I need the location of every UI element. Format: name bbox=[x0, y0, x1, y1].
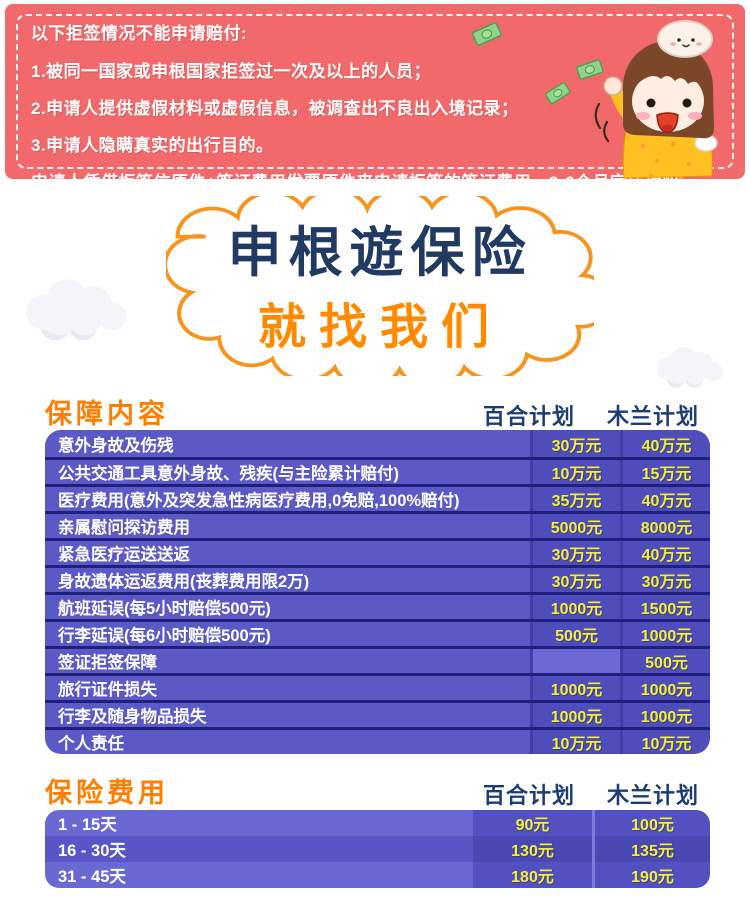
benefit-label: 意外身故及伤残 bbox=[45, 430, 530, 457]
benefit-value-plan2: 40万元 bbox=[620, 430, 710, 457]
benefit-value-plan1: 1000元 bbox=[530, 676, 620, 700]
benefits-header: 保障内容 百合计划 木兰计划 bbox=[45, 392, 710, 431]
price-duration-label: 31 - 45天 bbox=[45, 862, 473, 888]
benefit-label: 旅行证件损失 bbox=[45, 676, 530, 700]
price-duration-label: 16 - 30天 bbox=[45, 836, 473, 862]
benefit-label: 航班延误(每5小时赔偿500元) bbox=[45, 595, 530, 619]
benefit-value-plan1: 5000元 bbox=[530, 514, 620, 538]
benefits-heading: 保障内容 bbox=[45, 399, 169, 429]
benefit-value-plan2: 1000元 bbox=[620, 703, 710, 727]
plan2-header: 木兰计划 bbox=[606, 404, 699, 429]
benefit-value-plan2: 15万元 bbox=[620, 460, 710, 484]
price-value-plan1: 130元 bbox=[473, 836, 592, 862]
benefit-table-row: 公共交通工具意外身故、残疾(与主险累计赔付) 10万元 15万元 bbox=[45, 457, 710, 484]
banner-footer-note: 申请人凭借拒签信原件+签证费用发票原件来申请拒签的签证费用，3-6个月完成理赔 bbox=[31, 168, 737, 179]
benefit-value-plan1: 10万元 bbox=[530, 730, 620, 754]
price-value-plan1: 90元 bbox=[473, 810, 592, 836]
benefit-value-plan2: 10万元 bbox=[620, 730, 710, 754]
benefits-table: 意外身故及伤残 30万元 40万元 公共交通工具意外身故、残疾(与主险累计赔付)… bbox=[45, 430, 710, 754]
benefit-value-plan2: 30万元 bbox=[620, 568, 710, 592]
benefit-value-plan2: 1500元 bbox=[620, 595, 710, 619]
money-bill-icon bbox=[576, 59, 604, 80]
benefit-table-row: 个人责任 10万元 10万元 bbox=[45, 727, 710, 754]
benefit-value-plan1: 30万元 bbox=[530, 568, 620, 592]
hero-title-line2: 就找我们 bbox=[257, 301, 502, 355]
benefit-value-plan2: 1000元 bbox=[620, 676, 710, 700]
price-table-row: 31 - 45天 180元 190元 bbox=[45, 862, 710, 888]
plan-column-headers: 百合计划 木兰计划 bbox=[472, 778, 710, 810]
benefit-label: 紧急医疗运送送返 bbox=[45, 541, 530, 565]
benefit-table-row: 行李延误(每6小时赔偿500元) 500元 1000元 bbox=[45, 619, 710, 646]
rejection-rules-banner: 以下拒签情况不能申请赔付: 1.被同一国家或申根国家拒签过一次及以上的人员； 2… bbox=[5, 4, 745, 179]
banner-rule-list: 1.被同一国家或申根国家拒签过一次及以上的人员； 2.申请人提供虚假材料或虚假信… bbox=[31, 57, 737, 156]
benefit-table-row: 医疗费用(意外及突发急性病医疗费用,0免赔,100%赔付) 35万元 40万元 bbox=[45, 484, 710, 511]
banner-rule-item: 3.申请人隐瞒真实的出行目的。 bbox=[31, 136, 274, 155]
price-table-row: 1 - 15天 90元 100元 bbox=[45, 810, 710, 836]
plan2-header: 木兰计划 bbox=[606, 783, 699, 808]
benefit-value-plan2: 500元 bbox=[620, 649, 710, 673]
benefit-table-row: 行李及随身物品损失 1000元 1000元 bbox=[45, 700, 710, 727]
benefit-value-plan1: 1000元 bbox=[530, 703, 620, 727]
price-duration-label: 1 - 15天 bbox=[45, 810, 473, 836]
banner-rule-item: 2.申请人提供虚假材料或虚假信息，被调查出不良出入境记录； bbox=[31, 99, 519, 118]
banner-text-block: 以下拒签情况不能申请赔付: 1.被同一国家或申根国家拒签过一次及以上的人员； 2… bbox=[31, 19, 737, 179]
benefit-value-plan2: 1000元 bbox=[620, 622, 710, 646]
plan-column-headers: 百合计划 木兰计划 bbox=[472, 399, 710, 431]
plan1-header: 百合计划 bbox=[482, 404, 575, 429]
price-value-plan2: 100元 bbox=[592, 810, 710, 836]
benefit-label: 亲属慰问探访费用 bbox=[45, 514, 530, 538]
benefit-table-row: 紧急医疗运送送返 30万元 40万元 bbox=[45, 538, 710, 565]
benefit-value-plan1: 500元 bbox=[530, 622, 620, 646]
price-value-plan2: 190元 bbox=[592, 862, 710, 888]
benefit-value-plan2: 40万元 bbox=[620, 541, 710, 565]
benefit-label: 个人责任 bbox=[45, 730, 530, 754]
price-value-plan1: 180元 bbox=[473, 862, 592, 888]
money-bill-icon bbox=[545, 82, 571, 105]
benefit-value-plan1: 30万元 bbox=[530, 541, 620, 565]
mascot-girl-illustration bbox=[594, 19, 718, 179]
benefit-label: 行李延误(每6小时赔偿500元) bbox=[45, 622, 530, 646]
benefit-label: 身故遗体运返费用(丧葬费用限2万) bbox=[45, 568, 530, 592]
benefit-table-row: 亲属慰问探访费用 5000元 8000元 bbox=[45, 511, 710, 538]
price-value-plan2: 135元 bbox=[592, 836, 710, 862]
banner-title: 以下拒签情况不能申请赔付: bbox=[31, 24, 248, 43]
benefit-table-row: 航班延误(每5小时赔偿500元) 1000元 1500元 bbox=[45, 592, 710, 619]
hero-text: 申根遊保险 就找我们 bbox=[166, 196, 594, 376]
benefit-value-plan1 bbox=[530, 649, 620, 673]
cloud-icon bbox=[25, 279, 127, 340]
hero-title-line1: 申根遊保险 bbox=[227, 222, 533, 283]
pricing-table: 1 - 15天 90元 100元 16 - 30天 130元 135元 31 -… bbox=[45, 810, 710, 888]
hero-title-bubble: 申根遊保险 就找我们 bbox=[166, 196, 594, 376]
benefit-label: 行李及随身物品损失 bbox=[45, 703, 530, 727]
benefit-label: 签证拒签保障 bbox=[45, 649, 530, 673]
banner-rule-item: 1.被同一国家或申根国家拒签过一次及以上的人员； bbox=[31, 62, 432, 81]
benefit-value-plan2: 8000元 bbox=[620, 514, 710, 538]
cloud-outline-icon bbox=[166, 196, 594, 376]
benefit-value-plan1: 10万元 bbox=[530, 460, 620, 484]
plan1-header: 百合计划 bbox=[482, 783, 575, 808]
benefit-value-plan1: 30万元 bbox=[530, 430, 620, 457]
cloud-icon bbox=[656, 347, 723, 388]
pricing-heading: 保险费用 bbox=[45, 778, 169, 808]
money-bill-icon bbox=[471, 22, 502, 46]
benefit-label: 医疗费用(意外及突发急性病医疗费用,0免赔,100%赔付) bbox=[45, 487, 530, 511]
benefit-value-plan1: 1000元 bbox=[530, 595, 620, 619]
benefit-table-row: 签证拒签保障 500元 bbox=[45, 646, 710, 673]
benefit-table-row: 身故遗体运返费用(丧葬费用限2万) 30万元 30万元 bbox=[45, 565, 710, 592]
pricing-header: 保险费用 百合计划 木兰计划 bbox=[45, 771, 710, 810]
benefit-value-plan2: 40万元 bbox=[620, 487, 710, 511]
benefit-value-plan1: 35万元 bbox=[530, 487, 620, 511]
benefit-label: 公共交通工具意外身故、残疾(与主险累计赔付) bbox=[45, 460, 530, 484]
benefit-table-row: 意外身故及伤残 30万元 40万元 bbox=[45, 430, 710, 457]
price-table-row: 16 - 30天 130元 135元 bbox=[45, 836, 710, 862]
benefit-table-row: 旅行证件损失 1000元 1000元 bbox=[45, 673, 710, 700]
